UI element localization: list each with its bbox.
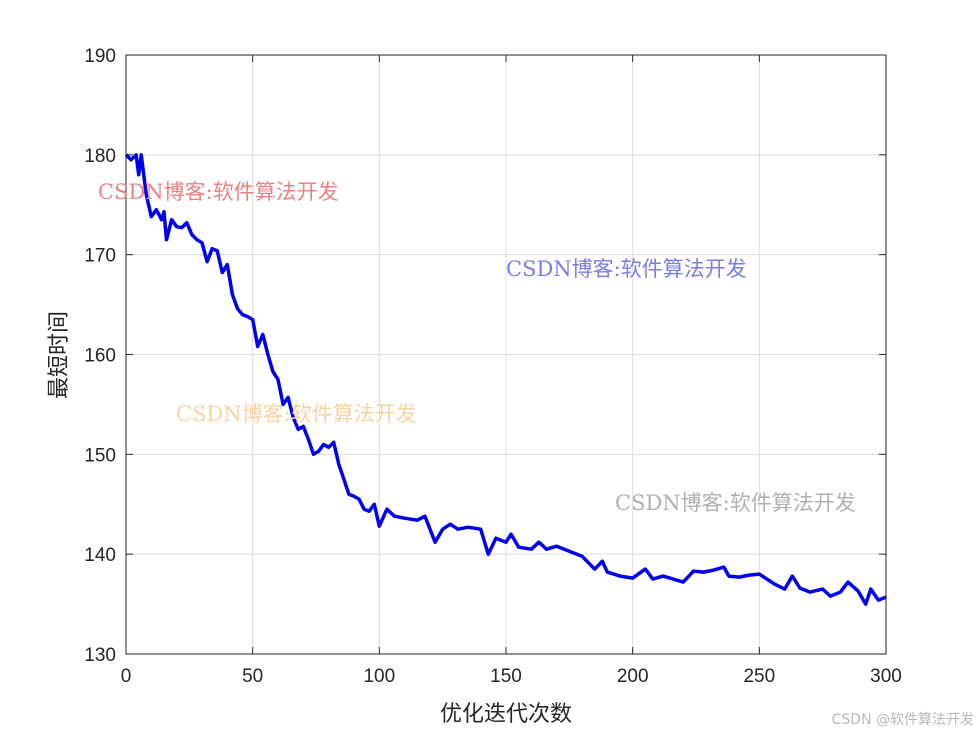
x-tick-label: 50 [242, 666, 263, 687]
y-tick-label: 180 [84, 146, 116, 167]
x-tick-label: 0 [121, 666, 132, 687]
x-tick-label: 150 [490, 666, 522, 687]
y-tick-label: 140 [84, 545, 116, 566]
watermark: CSDN博客:软件算法开发 [615, 491, 856, 515]
watermark: CSDN博客:软件算法开发 [176, 402, 417, 426]
y-tick-label: 190 [84, 46, 116, 67]
grid [125, 54, 887, 655]
y-tick-label: 170 [84, 246, 116, 267]
x-tick-label: 300 [870, 666, 902, 687]
watermark: CSDN博客:软件算法开发 [98, 180, 339, 204]
y-tick-label: 160 [84, 346, 116, 367]
y-tick-label: 130 [84, 645, 116, 666]
y-tick-label: 150 [84, 445, 116, 466]
watermark: CSDN博客:软件算法开发 [506, 257, 747, 281]
footer-watermark: CSDN @软件算法开发 [831, 712, 974, 728]
x-tick-label: 250 [743, 666, 775, 687]
axis-ticks: 0 50 100 150 200 250 300 130 140 150 160 170 180 190 [84, 46, 902, 687]
x-tick-label: 100 [363, 666, 395, 687]
y-axis-label: 最短时间 [47, 311, 72, 399]
x-tick-label: 200 [617, 666, 649, 687]
series-line [124, 153, 887, 606]
x-axis-label: 优化迭代次数 [440, 702, 572, 727]
